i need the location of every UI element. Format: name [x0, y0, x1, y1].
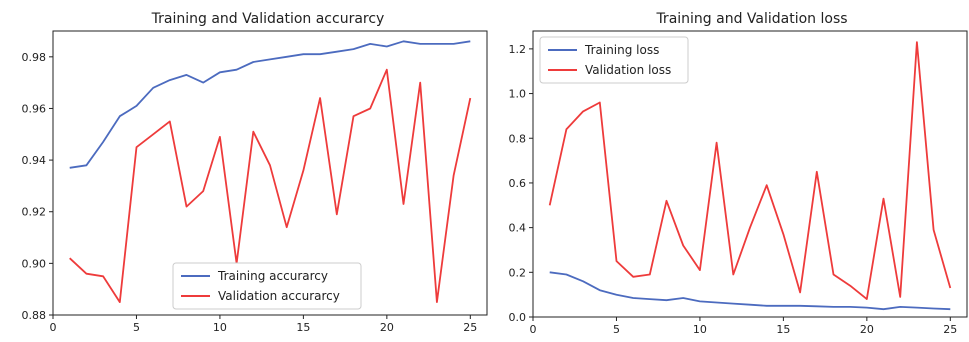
loss-chart: Training and Validation loss 0 5 10 15 20 25 …	[509, 11, 968, 336]
loss-x-tick-label: 5	[613, 323, 620, 336]
accuracy-y-ticks: 0.88 0.90 0.92 0.94 0.96 0.98	[22, 51, 53, 322]
loss-x-tick-label: 0	[530, 323, 537, 336]
accuracy-y-tick-label: 0.92	[22, 206, 47, 219]
loss-legend-box	[539, 36, 689, 84]
accuracy-series-layer	[69, 40, 472, 304]
accuracy-y-tick-label: 0.98	[22, 51, 47, 64]
loss-chart-title: Training and Validation loss	[655, 11, 847, 27]
loss-y-tick-label: 0.2	[509, 266, 527, 279]
loss-y-tick-label: 1.2	[509, 43, 527, 56]
loss-x-tick-label: 10	[693, 323, 707, 336]
loss-x-tick-label: 25	[943, 323, 957, 336]
accuracy-x-tick-label: 0	[50, 321, 57, 334]
accuracy-chart-title: Training and Validation accurarcy	[151, 11, 385, 27]
loss-axes-frame	[532, 30, 968, 318]
accuracy-legend: Training accurarcy Validation accurarcy	[172, 262, 362, 310]
accuracy-training-series-line	[69, 40, 471, 169]
accuracy-x-tick-label: 20	[380, 321, 394, 334]
loss-validation-series-line	[548, 41, 952, 301]
accuracy-axes-frame	[52, 30, 488, 316]
accuracy-validation-series-line	[69, 68, 472, 304]
loss-x-tick-label: 15	[776, 323, 790, 336]
loss-y-tick-label: 0.6	[509, 177, 527, 190]
accuracy-x-tick-label: 5	[133, 321, 140, 334]
loss-series-layer	[548, 41, 952, 311]
loss-x-tick-label: 20	[860, 323, 874, 336]
loss-legend-label-validation: Validation loss	[585, 63, 671, 77]
accuracy-y-tick-label: 0.96	[22, 102, 47, 115]
accuracy-x-tick-label: 25	[463, 321, 477, 334]
accuracy-x-tick-label: 10	[213, 321, 227, 334]
loss-y-tick-label: 0.4	[509, 222, 527, 235]
loss-y-tick-label: 1.0	[509, 88, 527, 101]
accuracy-x-tick-label: 15	[296, 321, 310, 334]
accuracy-y-tick-label: 0.94	[22, 154, 47, 167]
loss-y-tick-label: 0.8	[509, 132, 527, 145]
loss-legend-label-training: Training loss	[584, 43, 659, 57]
loss-x-ticks: 0 5 10 15 20 25	[530, 317, 957, 336]
accuracy-legend-label-validation: Validation accurarcy	[218, 289, 340, 303]
accuracy-legend-box	[172, 262, 362, 310]
accuracy-legend-label-training: Training accurarcy	[217, 269, 328, 283]
loss-legend: Training loss Validation loss	[539, 36, 689, 84]
loss-y-tick-label: 0.0	[509, 311, 527, 324]
accuracy-x-ticks: 0 5 10 15 20 25	[50, 315, 477, 334]
loss-y-ticks: 0.0 0.2 0.4 0.6 0.8 1.0 1.2	[509, 43, 533, 324]
accuracy-chart: Training and Validation accurarcy 0 5 10 15…	[22, 11, 488, 334]
loss-training-series-line	[549, 271, 951, 311]
accuracy-y-tick-label: 0.88	[22, 309, 47, 322]
accuracy-y-tick-label: 0.90	[22, 257, 47, 270]
